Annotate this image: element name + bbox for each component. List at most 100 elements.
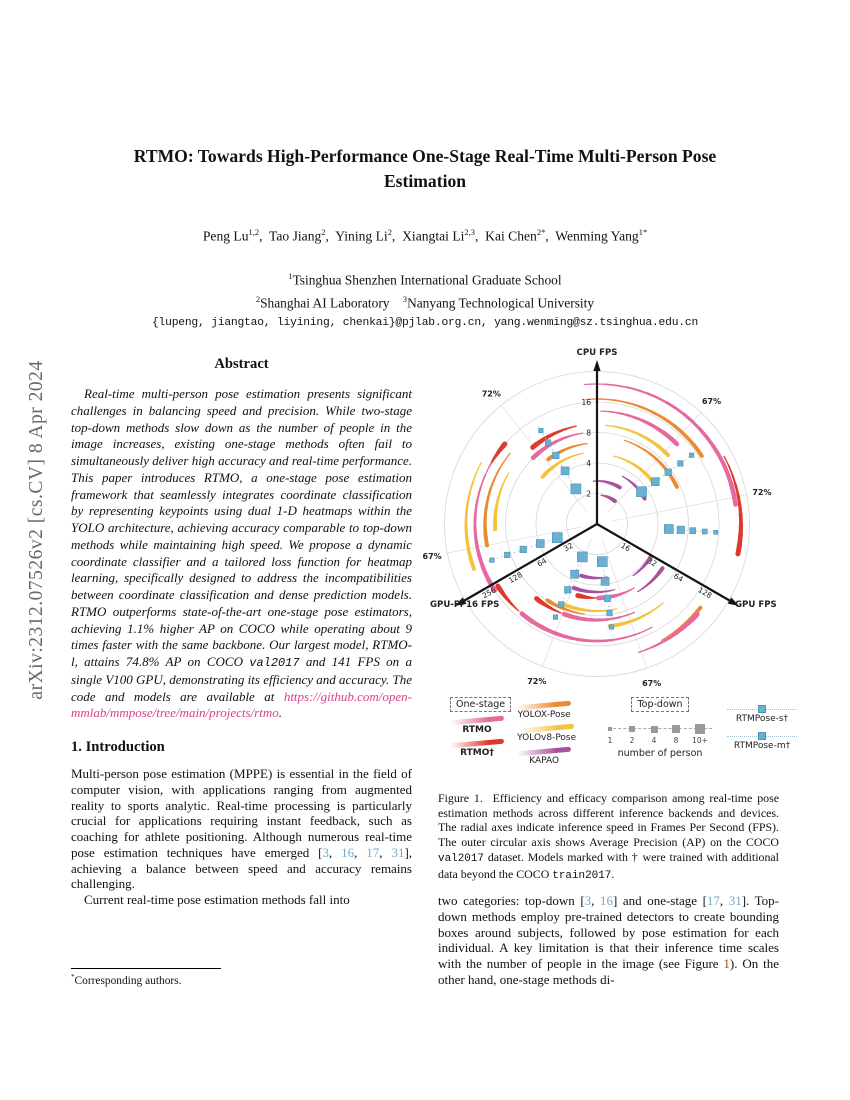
person-scale-caption: number of person (617, 748, 703, 759)
blue-square-marker (758, 705, 766, 713)
series-arc (493, 468, 500, 480)
legend-entry-rtmo-: RTMO† (449, 738, 505, 758)
person-count-marker (538, 428, 544, 434)
github-link[interactable]: https://github.com/open-mmlab/mmpose/tre… (71, 688, 412, 721)
series-arc (495, 583, 502, 592)
legend-entry-yolov8-pose: YOLOv8-Pose (517, 723, 576, 743)
legend-entry-rtmpose-s-: RTMPose-s† (724, 705, 800, 724)
footnote-marker: * (71, 973, 75, 981)
marker-chain-line (601, 556, 613, 633)
blue-square-marker (758, 732, 766, 740)
legend-swoosh (519, 723, 574, 734)
figure-1-chart: 72% 67% 72% 67% 72% 67% 2 4 8 16 CPU FPS 16 32 64 128 G… (423, 343, 800, 695)
citation-ref[interactable]: 31 (391, 844, 405, 860)
code-text: train2017 (552, 869, 612, 882)
axis-tick: 16 (581, 398, 591, 407)
abstract-text: Real-time multi-person pose estimation p… (71, 386, 412, 722)
text-run: two categories: top-down [ (438, 893, 585, 909)
footnote-text: Corresponding authors. (74, 974, 182, 987)
person-scale-square (671, 724, 681, 734)
person-count-marker (558, 601, 565, 608)
series-arc (471, 471, 478, 484)
axis-title: CPU FPS (577, 348, 618, 358)
rtmpose-marker-line (727, 732, 797, 741)
series-arc (608, 410, 619, 414)
person-count-marker (560, 466, 570, 476)
arxiv-watermark: arXiv:2312.07526v2 [cs.CV] 8 Apr 2024 (26, 360, 47, 700)
citation-ref[interactable]: 3 (322, 844, 329, 860)
series-arc (672, 424, 687, 437)
person-count-marker (570, 569, 579, 579)
series-arc (579, 573, 586, 579)
axis-tick: 128 (696, 585, 713, 600)
person-count-marker (677, 460, 684, 467)
text-run: . (278, 705, 282, 721)
paper-title: RTMO: Towards High-Performance One-Stage… (133, 146, 717, 191)
series-arc (671, 478, 679, 489)
polar-chart-svg: 72% 67% 72% 67% 72% 67% 2 4 8 16 CPU FPS 16 32 64 128 G… (423, 348, 777, 688)
series-arc (728, 481, 738, 507)
legend-swoosh (449, 738, 505, 749)
series-arc (710, 443, 726, 466)
series-arc (661, 448, 671, 458)
superscript: 1,2 (248, 227, 260, 237)
ap-axis-label: 67% (702, 397, 721, 406)
ap-gridline (601, 539, 647, 669)
text-run: Nanyang Technological University (407, 294, 595, 310)
citation-ref[interactable]: 17 (706, 893, 720, 909)
marker-chain-line (537, 426, 579, 494)
text-run: dataset. Models marked with † were train… (438, 849, 779, 881)
legend-label: KAPAO (529, 756, 560, 766)
series-arc (620, 614, 629, 618)
paper-header: RTMO: Towards High-Performance One-Stage… (0, 144, 850, 329)
series-arc (605, 383, 628, 389)
person-count-marker (689, 527, 697, 534)
person-count-marker (689, 452, 695, 458)
series-arc (473, 525, 478, 543)
authors-line: Peng Lu1,2, Tao Jiang2, Yining Li2, Xian… (0, 227, 850, 245)
axis-tick: 64 (672, 571, 685, 584)
one-stage-box: One-stage (450, 697, 512, 712)
series-arc (611, 498, 617, 504)
figure-ref[interactable]: 1 (723, 956, 730, 972)
person-count-tick: 2 (629, 736, 635, 745)
series-arc (646, 392, 668, 404)
text-run: , Tao Jiang (259, 228, 322, 244)
person-scale-square (607, 726, 613, 732)
citation-ref[interactable]: 17 (366, 844, 380, 860)
affiliation-1: 1Tsinghua Shenzhen International Graduat… (0, 267, 850, 290)
marker-chain-line (553, 552, 585, 622)
series-arc (569, 636, 587, 642)
person-count-marker (545, 439, 552, 446)
text-run: ] and one-stage [ (612, 893, 707, 909)
text-run: Peng Lu (202, 228, 249, 244)
figure-1-legend: One-stage RTMO RTMO† YOLOX-Pose YOLOv8-Pose K… (438, 695, 800, 783)
ap-axis-label: 67% (423, 552, 442, 561)
series-arc (691, 443, 704, 458)
person-count-marker (535, 539, 545, 548)
citation-ref[interactable]: 31 (728, 893, 742, 909)
series-arc (610, 608, 618, 611)
citation-ref[interactable]: 16 (599, 893, 613, 909)
citation-ref[interactable]: 3 (584, 893, 592, 909)
legend-label: RTMO (462, 725, 492, 735)
series-arc (534, 596, 542, 603)
series-arc (466, 492, 471, 506)
text-run: . (611, 866, 615, 881)
series-arc (650, 410, 665, 420)
footnote: *Corresponding authors. (71, 968, 412, 987)
person-count-scale (606, 722, 714, 736)
series-arc (626, 386, 649, 395)
citation-ref[interactable]: 16 (341, 844, 355, 860)
person-scale-square (695, 724, 705, 734)
axis-tick: 64 (536, 556, 549, 569)
axis-tick: 2 (586, 490, 591, 499)
superscript: 3 (402, 294, 408, 304)
right-paragraph-1: two categories: top-down [3, 16] and one… (438, 893, 779, 988)
person-count-marker (603, 594, 611, 602)
text-run: ]. Top-down methods employ pre-trained d… (438, 893, 779, 972)
axis-tick: 32 (562, 541, 575, 554)
text-run: , (328, 844, 342, 860)
person-count-marker (600, 577, 610, 586)
person-count-marker (552, 614, 559, 620)
